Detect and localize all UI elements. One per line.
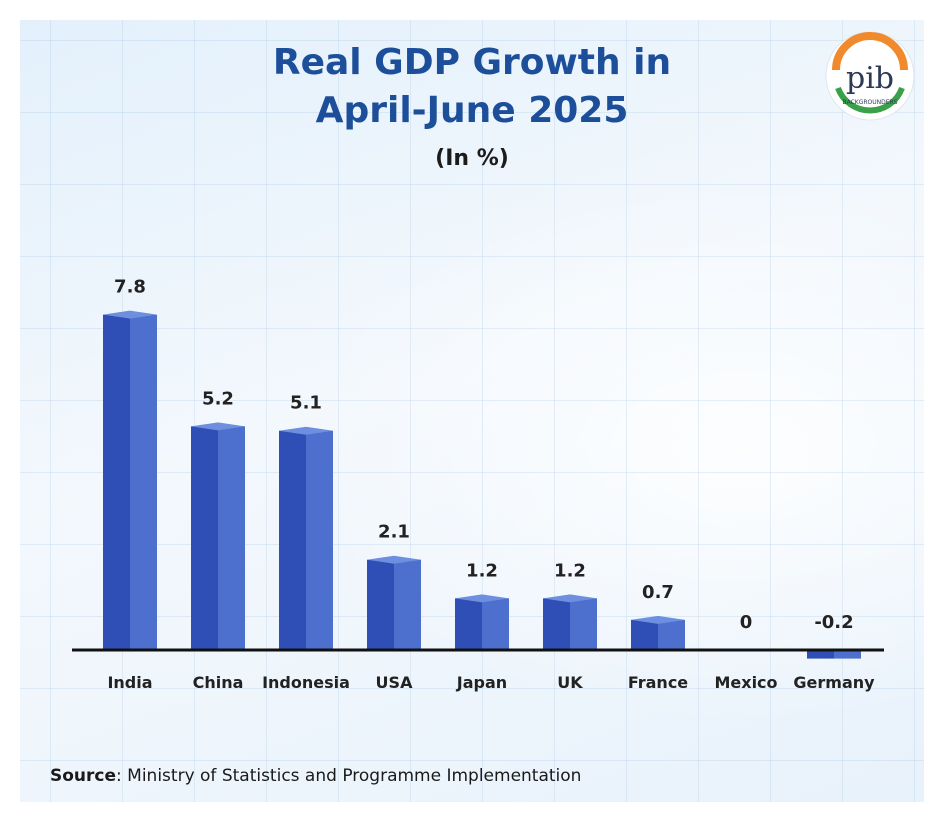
bar-front-face	[279, 430, 306, 650]
logo-text: pib	[846, 61, 894, 96]
chart-title-line2: April-June 2025	[315, 90, 629, 131]
chart-subtitle: (In %)	[435, 146, 509, 171]
value-label-uk: 1.2	[554, 560, 586, 581]
bar-top-cap	[543, 594, 597, 603]
bar-top-cap	[455, 594, 509, 603]
bar-front-face	[807, 650, 834, 659]
bar-side-face	[658, 619, 685, 650]
pib-logo: pib BACKGROUNDERS	[825, 31, 915, 121]
bar-germany	[807, 650, 861, 659]
bar-front-face	[543, 598, 570, 650]
value-label-india: 7.8	[114, 277, 146, 298]
bar-side-face	[218, 426, 245, 650]
value-label-germany: -0.2	[814, 612, 853, 633]
category-label-france: France	[628, 673, 688, 692]
category-label-uk: UK	[557, 673, 583, 692]
bar-top-cap	[631, 615, 685, 624]
bar-side-face	[306, 430, 333, 650]
bar-side-face	[570, 598, 597, 650]
value-label-china: 5.2	[202, 388, 234, 409]
bar-indonesia	[279, 426, 333, 650]
bar-front-face	[631, 619, 658, 650]
bar-top-cap	[367, 555, 421, 564]
bar-front-face	[455, 598, 482, 650]
bar-uk	[543, 594, 597, 650]
category-label-japan: Japan	[456, 673, 507, 692]
bar-side-face	[130, 314, 157, 650]
bar-top-cap	[191, 422, 245, 431]
value-label-france: 0.7	[642, 582, 674, 603]
bar-side-face	[482, 598, 509, 650]
value-label-mexico: 0	[740, 612, 753, 633]
source-label: Source	[50, 766, 117, 786]
bar-side-face	[394, 559, 421, 650]
chart-card	[20, 20, 924, 802]
bar-top-cap	[103, 310, 157, 319]
bar-top-cap	[279, 426, 333, 435]
bar-india	[103, 310, 157, 650]
category-label-indonesia: Indonesia	[262, 673, 350, 692]
bar-front-face	[191, 426, 218, 650]
bar-usa	[367, 555, 421, 650]
bar-japan	[455, 594, 509, 650]
category-label-usa: USA	[376, 673, 414, 692]
category-label-germany: Germany	[793, 673, 875, 692]
category-label-mexico: Mexico	[714, 673, 777, 692]
category-label-india: India	[107, 673, 152, 692]
value-label-indonesia: 5.1	[290, 393, 322, 414]
value-label-japan: 1.2	[466, 560, 498, 581]
category-label-china: China	[193, 673, 244, 692]
bar-front-face	[103, 314, 130, 650]
bar-front-face	[367, 559, 394, 650]
background-grid	[20, 20, 924, 802]
value-label-usa: 2.1	[378, 522, 410, 543]
bar-china	[191, 422, 245, 650]
logo-subtext: BACKGROUNDERS	[842, 99, 897, 106]
bar-france	[631, 615, 685, 650]
source-text: : Ministry of Statistics and Programme I…	[116, 766, 582, 786]
bar-side-face	[834, 650, 861, 659]
chart-title-line1: Real GDP Growth in	[272, 42, 672, 83]
source-note: Source: Ministry of Statistics and Progr…	[50, 766, 581, 786]
